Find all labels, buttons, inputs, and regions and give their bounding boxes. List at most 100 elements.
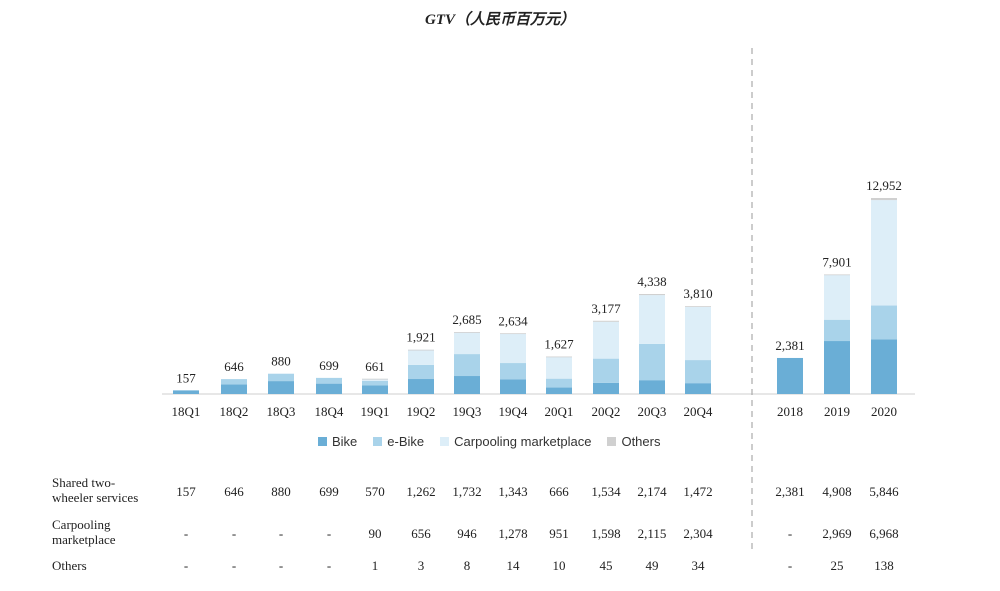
bar-20Q2-e-bike [593,358,619,383]
chart-title: GTV（人民币百万元） [424,12,575,28]
bar-19Q1-carpooling-marketplace [362,378,388,381]
x-tick-19Q3: 19Q3 [453,404,482,419]
bar-20Q1-bike [546,387,572,394]
bar-19Q2-e-bike [408,364,434,380]
bar-19Q1-e-bike [362,380,388,386]
bar-19Q4-e-bike [500,363,526,380]
bar-20Q3-e-bike [639,343,665,381]
bar-19Q3-bike [454,376,480,394]
bar-20Q3-carpooling-marketplace [639,295,665,344]
bar-19Q4-bike [500,379,526,394]
bar-20Q4-bike [685,383,711,394]
x-tick-20Q4: 20Q4 [684,404,713,419]
total-label-18Q2: 646 [224,359,244,374]
table-cell: 946 [457,526,477,541]
bar-2019-others [824,274,850,276]
bar-20Q1-others [546,356,572,358]
table-cell: - [787,558,793,573]
table-cell: 90 [368,526,382,541]
legend-label-ebike: e-Bike [387,434,425,449]
bar-18Q3-e-bike [268,373,294,382]
table-cell: - [183,526,189,541]
table-cell: 1,278 [498,526,528,541]
bar-19Q2-bike [408,379,434,394]
table-cell: 5,846 [869,484,899,499]
total-label-2019: 7,901 [822,254,851,269]
total-label-19Q2: 1,921 [406,330,435,345]
total-label-18Q3: 880 [271,354,291,369]
x-tick-2018: 2018 [777,404,803,419]
table-cell: - [278,558,284,573]
bar-2020-others [871,198,897,201]
table-cell: 1,262 [406,484,436,499]
x-tick-18Q4: 18Q4 [315,404,344,419]
table-cell: 2,115 [637,526,667,541]
bar-2018-bike [777,357,803,394]
bar-20Q4-others [685,306,711,307]
bar-19Q3-carpooling-marketplace [454,332,480,355]
table-cell: 2,304 [683,526,713,541]
table-cell: 656 [411,526,431,541]
bar-2020-carpooling-marketplace [871,200,897,306]
legend-label-bike: Bike [332,434,358,449]
table-cell: 6,968 [869,526,899,541]
total-label-19Q3: 2,685 [452,312,481,327]
bar-18Q4-bike [316,383,342,394]
total-label-19Q1: 661 [365,359,385,374]
table-cell: - [183,558,189,573]
table-cell: 1,343 [498,484,528,499]
bar-20Q1-carpooling-marketplace [546,356,572,379]
bar-2019-bike [824,341,850,394]
table-cell: - [278,526,284,541]
bar-2020-e-bike [871,305,897,340]
table-cell: - [787,526,793,541]
legend-swatch-ebike [373,437,383,446]
bar-18Q1-bike [173,390,199,394]
table-row-label-others: Others [52,558,87,573]
x-tick-18Q3: 18Q3 [267,404,296,419]
table-cell: 1,472 [683,484,713,499]
table-cell: 2,174 [637,484,667,499]
bar-20Q3-others [639,294,665,296]
table-cell: - [326,558,332,573]
table-cell: 2,969 [822,526,852,541]
table-cell: 45 [599,558,613,573]
x-tick-20Q2: 20Q2 [592,404,621,419]
bar-20Q2-bike [593,382,619,394]
table-cell: 666 [549,484,569,499]
bar-2019-carpooling-marketplace [824,274,850,320]
bar-20Q2-others [593,320,619,322]
total-label-20Q2: 3,177 [591,301,621,316]
legend-item-carpooling: Carpooling marketplace [440,434,591,449]
table-cell: 880 [271,484,291,499]
table-row-label-shared: Shared two- wheeler services [52,475,139,505]
bar-18Q4-e-bike [316,377,342,384]
bar-19Q3-others [454,332,480,333]
table-cell: 49 [645,558,659,573]
bar-19Q2-carpooling-marketplace [408,349,434,365]
table-cell: 1 [371,558,379,573]
total-label-18Q4: 699 [319,358,339,373]
table-cell: 951 [549,526,569,541]
x-tick-20Q3: 20Q3 [638,404,667,419]
total-label-2020: 12,952 [866,178,902,193]
bar-20Q4-carpooling-marketplace [685,306,711,361]
total-label-19Q4: 2,634 [498,313,528,328]
total-label-20Q1: 1,627 [544,336,574,351]
total-label-18Q1: 157 [176,370,196,385]
table-cell: - [231,526,237,541]
bar-20Q3-bike [639,380,665,394]
table-cell: 2,381 [775,484,805,499]
table-cell: 1,732 [452,484,482,499]
x-tick-20Q1: 20Q1 [545,404,574,419]
legend-label-carpooling: Carpooling marketplace [454,434,592,449]
table-cell: 14 [506,558,520,573]
legend-item-others: Others [607,434,660,449]
x-tick-2019: 2019 [824,404,850,419]
legend-item-ebike: e-Bike [373,434,424,449]
table-cell: 157 [176,484,196,499]
table-cell: - [326,526,332,541]
bar-2020-bike [871,339,897,394]
bar-18Q3-bike [268,381,294,394]
